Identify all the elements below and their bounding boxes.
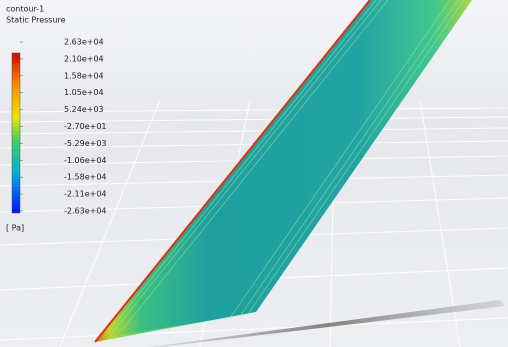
legend-variable: Static Pressure <box>6 16 66 25</box>
legend-unit: [ Pa] <box>6 224 24 233</box>
viewport: contour-1 Static Pressure 2.63e+04 2.10e+… <box>0 0 508 347</box>
colorbar-label: 1.05e+04 <box>64 88 104 97</box>
colorbar-label: 2.63e+04 <box>64 38 104 47</box>
colorbar-label: -1.58e+04 <box>64 173 107 182</box>
colorbar <box>12 53 20 213</box>
colorbar-label: -2.63e+04 <box>64 207 107 216</box>
colorbar-label: -2.70e+01 <box>64 122 107 131</box>
colorbar-label: -2.11e+04 <box>64 190 107 199</box>
legend-title: contour-1 <box>6 5 44 14</box>
colorbar-label: 2.10e+04 <box>64 54 104 63</box>
colorbar-label: 1.58e+04 <box>64 71 104 80</box>
colorbar-label: -1.06e+04 <box>64 156 107 165</box>
page: contour-1 Static Pressure 2.63e+04 2.10e+… <box>0 0 508 347</box>
colorbar-label: 5.24e+03 <box>64 105 104 114</box>
colorbar-label: -5.29e+03 <box>64 139 107 148</box>
